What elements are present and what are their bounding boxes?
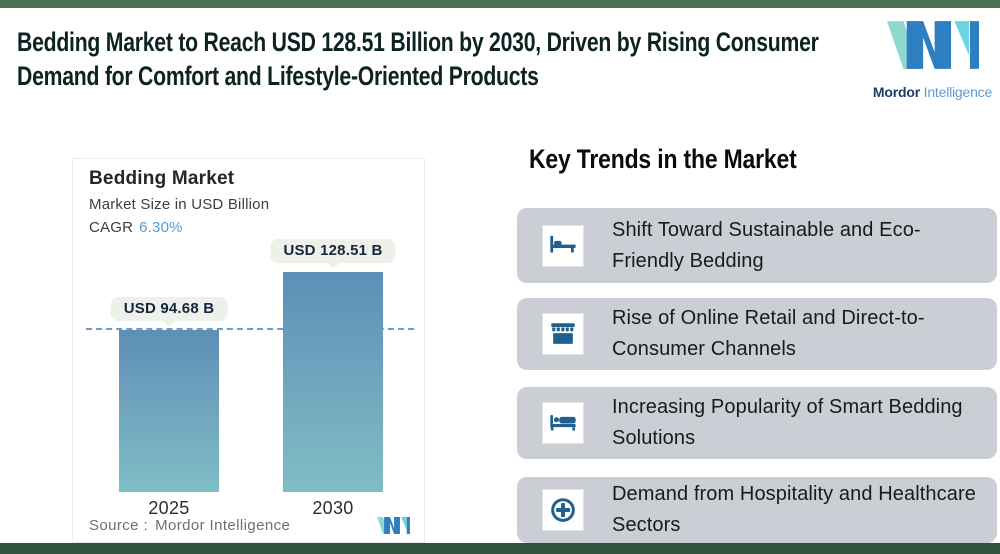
page-title: Bedding Market to Reach USD 128.51 Billi… [17,27,819,91]
mini-brand-logo-icon [377,517,410,534]
storefront-icon [551,323,575,344]
cagr-label: CAGR [89,219,134,236]
market-chart-card: Bedding Market Market Size in USD Billio… [72,158,425,543]
medical-plus-icon [551,498,575,522]
trend-card-smart-bedding: Increasing Popularity of Smart Bedding S… [517,387,997,459]
trends-heading: Key Trends in the Market [529,144,797,174]
cagr-row: CAGR 6.30% [89,219,183,236]
source-label: Source : [89,517,149,534]
brand-name-light: Intelligence [923,84,993,100]
bar-2025-fill [119,330,219,492]
trend-text: Increasing Popularity of Smart Bedding S… [612,396,963,449]
chart-title: Bedding Market [89,168,235,189]
brand-logo-card: Mordor Intelligence [865,8,1000,103]
trend-card-sustainable-bedding: Shift Toward Sustainable and Eco-Friendl… [517,208,997,283]
x-axis-label-2025: 2025 [148,498,190,518]
bar-2030-value-label: USD 128.51 B [270,239,396,269]
trend-card-online-retail: Rise of Online Retail and Direct-to-Cons… [517,298,997,370]
bar-2030: USD 128.51 B 2030 [270,239,396,518]
trend-icon-tile [542,313,584,355]
bar-2025: USD 94.68 B 2025 [110,297,228,518]
trend-icon-tile [542,402,584,444]
bar-2025-value-label: USD 94.68 B [110,297,228,327]
trend-card-hospitality-healthcare: Demand from Hospitality and Healthcare S… [517,477,997,543]
source-attribution: Source : Mordor Intelligence [89,517,290,534]
bottom-border-strip [0,543,1000,554]
chart-subtitle: Market Size in USD Billion [89,196,270,213]
smart-bed-icon [550,415,576,431]
source-value: Mordor Intelligence [155,517,291,534]
trend-text: Rise of Online Retail and Direct-to-Cons… [612,307,925,360]
trend-icon-tile [542,489,584,531]
bar-plot-area: USD 94.68 B 2025 USD 128.51 B 2030 [86,239,416,518]
reference-dashed-line [86,328,414,330]
brand-name-bold: Mordor [872,84,920,100]
trend-text: Demand from Hospitality and Healthcare S… [612,483,976,536]
x-axis-label-2030: 2030 [312,498,354,518]
bar-2030-fill [283,272,383,492]
mordor-intelligence-logo-icon [887,21,979,69]
trend-icon-tile [542,224,584,267]
brand-name: Mordor Intelligence [865,84,1000,100]
bed-icon [550,235,576,253]
top-border-strip [0,0,1000,8]
cagr-value: 6.30% [139,219,183,236]
trend-text: Shift Toward Sustainable and Eco-Friendl… [612,218,921,272]
